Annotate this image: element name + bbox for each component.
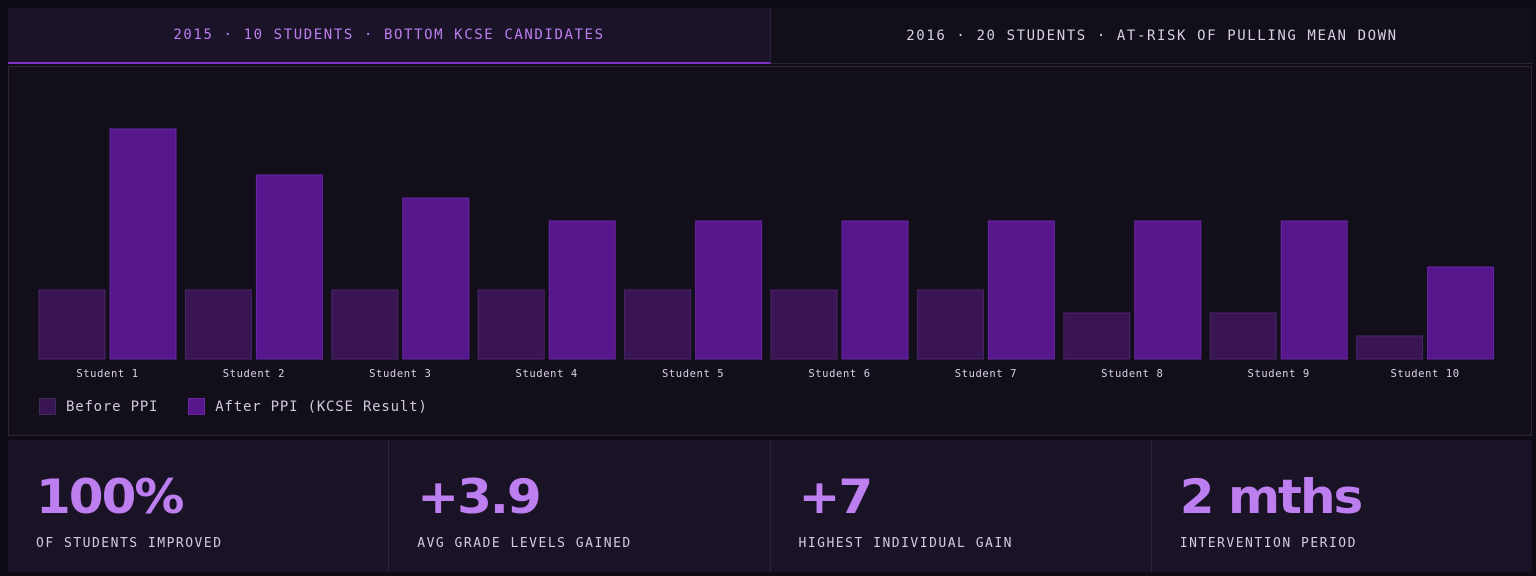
stats-row: 100% OF STUDENTS IMPROVED +3.9 AVG GRADE… (8, 440, 1532, 572)
stat-card-period: 2 mths INTERVENTION PERIOD (1152, 440, 1532, 572)
stat-label: HIGHEST INDIVIDUAL GAIN (798, 536, 1014, 551)
stat-label: OF STUDENTS IMPROVED (36, 536, 223, 551)
bar-before (477, 289, 545, 360)
cohort-tabs: 2015 · 10 STUDENTS · BOTTOM KCSE CANDIDA… (8, 8, 1533, 64)
x-tick-label: Student 10 (1390, 368, 1459, 380)
stat-card-improved: 100% OF STUDENTS IMPROVED (8, 440, 390, 572)
bar-chart: Student 1 Student 2 Student 3 Student 4 Stud… (38, 128, 1495, 380)
legend-item-before: Before PPI (39, 398, 158, 415)
tab-2015[interactable]: 2015 · 10 STUDENTS · BOTTOM KCSE CANDIDA… (8, 8, 771, 64)
bar-before (331, 289, 399, 360)
stat-value: 2 mths (1179, 469, 1364, 525)
legend-swatch-after (188, 398, 206, 415)
tab-2016[interactable]: 2016 · 20 STUDENTS · AT-RISK OF PULLING … (771, 8, 1533, 64)
chart-legend: Before PPI After PPI (KCSE Result) (39, 398, 458, 415)
x-tick-label: Student 5 (662, 368, 724, 380)
x-tick-label: Student 6 (808, 368, 870, 380)
bar-before (916, 289, 984, 360)
stat-value: +3.9 (417, 469, 541, 525)
bar-after (1134, 220, 1202, 360)
stat-value: 100% (36, 469, 184, 525)
x-tick-label: Student 7 (955, 368, 1017, 380)
bar-after (109, 128, 177, 360)
bar-after (548, 220, 616, 360)
bar-after (1427, 266, 1495, 360)
x-tick-label: Student 2 (223, 368, 285, 380)
legend-swatch-before (39, 398, 56, 415)
bar-before (1356, 335, 1424, 360)
stat-label: INTERVENTION PERIOD (1179, 536, 1357, 551)
x-tick-label: Student 4 (516, 368, 578, 380)
bar-before (624, 289, 692, 360)
bar-before (38, 289, 106, 360)
bar-after (1280, 220, 1348, 360)
bar-after (695, 220, 763, 360)
x-tick-label: Student 9 (1248, 368, 1310, 380)
bar-before (1063, 312, 1131, 360)
bar-before (770, 289, 838, 360)
chart-panel: Student 1 Student 2 Student 3 Student 4 Stud… (8, 66, 1532, 436)
bar-before (1209, 312, 1277, 360)
bar-after (255, 174, 323, 360)
bar-after (987, 220, 1055, 360)
stat-card-highest-gain: +7 HIGHEST INDIVIDUAL GAIN (771, 440, 1152, 572)
stat-value: +7 (798, 469, 874, 525)
bar-before (184, 289, 252, 360)
stat-label: AVG GRADE LEVELS GAINED (417, 536, 632, 551)
x-tick-label: Student 3 (369, 368, 431, 380)
legend-item-after: After PPI (KCSE Result) (188, 398, 427, 415)
legend-label-before: Before PPI (66, 398, 159, 415)
stat-card-avg-gain: +3.9 AVG GRADE LEVELS GAINED (389, 440, 771, 572)
bar-after (841, 220, 909, 360)
x-tick-label: Student 1 (76, 368, 138, 380)
bar-after (402, 197, 470, 360)
x-tick-label: Student 8 (1101, 368, 1163, 380)
legend-label-after: After PPI (KCSE Result) (215, 398, 428, 415)
